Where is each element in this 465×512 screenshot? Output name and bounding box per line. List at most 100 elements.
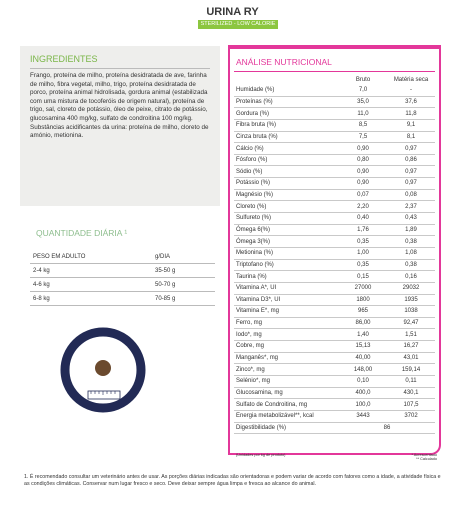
cell: 37,6	[387, 96, 435, 109]
ingredients-title: INGREDIENTES	[30, 54, 98, 64]
cell: Fósforo (%)	[234, 154, 339, 167]
cell: 16,27	[387, 340, 435, 353]
cell: Iodo*, mg	[234, 328, 339, 342]
cell: 11,0	[339, 107, 387, 120]
analysis-title: ANÁLISE NUTRICIONAL	[236, 57, 332, 67]
row: Sulfureto (%) 0,40 0,43	[234, 212, 435, 225]
cell: 0,15	[339, 270, 387, 283]
note: * Acrescentado	[411, 453, 437, 457]
row: Humidade (%) 7,0-	[234, 85, 435, 97]
divider	[30, 68, 210, 69]
analysis-panel: ANÁLISE NUTRICIONAL Bruto Matéria seca Hum…	[228, 45, 441, 455]
row: Cálcio (%) 0,90 0,97	[234, 142, 435, 155]
cell: Cinza bruta (%)	[234, 131, 339, 144]
cell: Fibra bruta (%)	[234, 119, 339, 132]
cell: Manganês*, mg	[234, 352, 339, 365]
row: Vitamina E*, mg 965 1038	[234, 305, 435, 318]
cell: Cálcio (%)	[234, 142, 339, 155]
row: Energia metabolizável**, kcal 3443 3702	[234, 410, 435, 423]
cell: 0,80	[339, 154, 387, 167]
column-header: Bruto	[355, 77, 371, 83]
footnote: 1. É recomendado consultar um veterinári…	[24, 474, 441, 487]
cell: 1,51	[387, 328, 435, 342]
cell: 1800	[339, 294, 387, 307]
cell: 0,11	[387, 375, 435, 388]
cell: 35-50 g	[152, 263, 215, 278]
cell: 0,90	[339, 142, 387, 155]
header-row: Bruto Matéria seca	[234, 75, 435, 85]
cell: Vitamina A*, UI	[234, 282, 339, 295]
row: Iodo*, mg 1,40 1,51	[234, 328, 435, 342]
row: Taurina (%) 0,15 0,16	[234, 270, 435, 283]
subtitle: STERILIZED - LOW CALORIE	[198, 20, 278, 29]
divider	[234, 71, 435, 72]
column-header: PESO EM ADULTO	[30, 250, 152, 264]
cell: Taurina (%)	[234, 270, 339, 283]
cell: Triptofano (%)	[234, 259, 339, 272]
cell: 70-85 g	[152, 291, 215, 306]
row: Zinco*, mg 148,00 159,14	[234, 363, 435, 377]
cell: 2,20	[339, 200, 387, 214]
cell: 2-4 kg	[30, 263, 152, 278]
cell: 1,08	[387, 247, 435, 260]
row: 4-6 kg 50-70 g	[30, 277, 215, 292]
row: Triptofano (%) 0,35 0,38	[234, 259, 435, 272]
row: Vitamina A*, UI 27000 29032	[234, 282, 435, 295]
cell: 1,00	[339, 247, 387, 260]
notes: * Acrescentado ** Calculado	[380, 453, 437, 461]
cell: 7,0	[339, 85, 387, 97]
cell: Cloreto (%)	[234, 200, 339, 214]
cell: 100,0	[339, 398, 387, 411]
row: 2-4 kg 35-50 g	[30, 263, 215, 278]
cell: 0,38	[387, 235, 435, 248]
kibble-image	[60, 327, 146, 413]
cell	[234, 75, 339, 85]
cell: Ómega 3(%)	[234, 235, 339, 248]
cell: 29032	[387, 282, 435, 295]
cell: 1,76	[339, 224, 387, 237]
row: Manganês*, mg 40,00 43,01	[234, 352, 435, 365]
cell: 0,86	[387, 154, 435, 167]
cell: Metionina (%)	[234, 247, 339, 260]
cell: 9,1	[387, 119, 435, 132]
cell: 35,0	[339, 96, 387, 109]
cell: 8,5	[339, 119, 387, 132]
cell: Proteínas (%)	[234, 96, 339, 109]
row: 6-8 kg 70-85 g	[30, 291, 215, 306]
cell: Gordura (%)	[234, 107, 339, 120]
cell: 1038	[387, 305, 435, 318]
row: Potássio (%) 0,90 0,97	[234, 177, 435, 190]
cell: 0,38	[387, 259, 435, 272]
cell: 400,0	[339, 387, 387, 400]
cell: 8,1	[387, 131, 435, 144]
cell: 43,01	[387, 352, 435, 365]
cell: 2,37	[387, 200, 435, 214]
cell: Potássio (%)	[234, 177, 339, 190]
cell: Zinco*, mg	[234, 363, 339, 377]
cell: Ferro, mg	[234, 317, 339, 330]
cell: 0,90	[339, 165, 387, 179]
row: Glucosamina, mg 400,0 430,1	[234, 387, 435, 400]
cell: 0,43	[387, 212, 435, 225]
row: Ferro, mg 86,00 92,47	[234, 317, 435, 330]
cell: 86,00	[339, 317, 387, 330]
analysis-table: Bruto Matéria seca Humidade (%) 7,0- Proteín…	[234, 75, 435, 435]
cell: 40,00	[339, 352, 387, 365]
ingredients-panel: INGREDIENTES Frango, proteína de milho, …	[20, 46, 220, 206]
column-header: Matéria seca	[393, 77, 429, 83]
cell: 0,97	[387, 165, 435, 179]
cell: 15,13	[339, 340, 387, 353]
daily-title: QUANTIDADE DIÁRIA ¹	[36, 228, 128, 238]
row: Fósforo (%) 0,80 0,86	[234, 154, 435, 167]
cell: Digestibilidade (%)	[234, 422, 339, 435]
row: Metionina (%) 1,00 1,08	[234, 247, 435, 260]
cell: 6-8 kg	[30, 291, 152, 306]
cell: Glucosamina, mg	[234, 387, 339, 400]
cell: 430,1	[387, 387, 435, 400]
cell: 148,00	[339, 363, 387, 377]
row: Ómega 3(%) 0,35 0,38	[234, 235, 435, 248]
cell: 107,5	[387, 398, 435, 411]
daily-table: PESO EM ADULTO g/DIA 2-4 kg 35-50 g 4-6 kg 50…	[30, 250, 215, 306]
title: URINA RY	[206, 6, 259, 18]
cell: 4-6 kg	[30, 277, 152, 292]
